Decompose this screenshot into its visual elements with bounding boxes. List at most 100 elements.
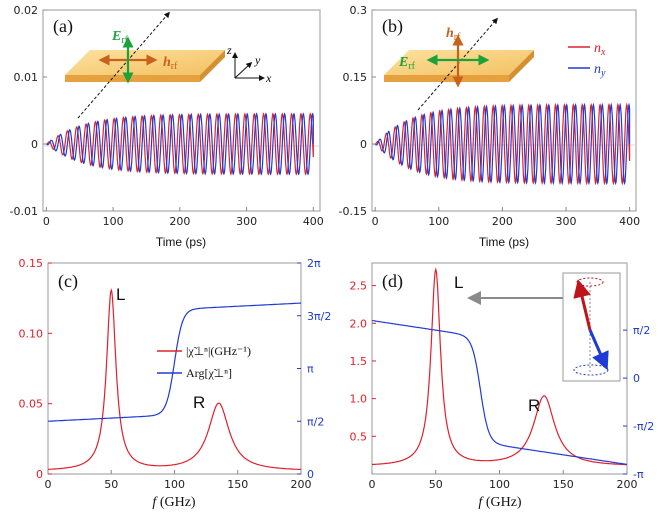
panel-c-label: (c) xyxy=(58,271,78,292)
y2-tick-label: 3π/2 xyxy=(307,310,331,323)
legend-ny-label: ny xyxy=(594,62,606,79)
y-tick-label: 0.5 xyxy=(350,430,368,443)
x-tick-label: 0 xyxy=(43,215,50,228)
panel-b-label: (b) xyxy=(382,16,403,37)
panel-b-legend: nx ny xyxy=(568,41,606,79)
series-arg xyxy=(48,302,301,422)
panel-a-plate-illustration: Erf hrf xyxy=(65,11,225,119)
plate-side xyxy=(384,75,509,82)
legend-abs-label: |χ̃⊥ⁿ|(GHz⁻¹) xyxy=(186,344,251,358)
panel-b: 0 100 200 300 400 -0.15 0 0.15 0.3 (b) hrf Erf n… xyxy=(339,4,641,249)
y2-tick-label: -π xyxy=(633,468,644,481)
peak-L-label: L xyxy=(116,285,125,304)
plate-top xyxy=(65,50,225,75)
x-tick-label: 0 xyxy=(45,478,52,491)
x-tick-label: 300 xyxy=(556,215,577,228)
precession-inset xyxy=(562,272,621,382)
e-field-label: Erf xyxy=(398,55,416,72)
x-tick-label: 200 xyxy=(617,478,638,491)
panel-a-frame xyxy=(42,9,321,212)
panel-d-label: (d) xyxy=(382,271,403,292)
x-tick-label: 0 xyxy=(369,478,376,491)
y-tick-label: 0 xyxy=(360,138,367,151)
x-tick-label: 100 xyxy=(428,215,449,228)
panel-d-ticks: 0 50 100 150 200 0.5 1.0 1.5 2.0 2.5 -π -π/2 0 π/2 xyxy=(350,280,655,491)
panel-c-xlabel: f (GHz) xyxy=(152,495,195,510)
legend-arg-label: Arg[χ̃⊥ⁿ] xyxy=(186,366,232,380)
panel-c-frame xyxy=(47,262,302,475)
plate-side xyxy=(65,75,200,82)
legend-nx-label: nx xyxy=(594,41,606,58)
series-abs xyxy=(47,288,302,471)
y-tick-label: 1.5 xyxy=(350,355,368,368)
panel-b-ticks: 0 100 200 300 400 -0.15 0 0.15 0.3 xyxy=(339,4,641,228)
y-tick-label: 0 xyxy=(36,468,43,481)
y-tick-label: 0.15 xyxy=(343,71,368,84)
series-n_y xyxy=(45,112,314,176)
panel-a-label: (a) xyxy=(53,16,73,37)
y2-tick-label: π/2 xyxy=(633,324,650,337)
panel-b-frame xyxy=(371,9,637,212)
y-tick-label: 1.0 xyxy=(350,393,368,406)
panel-d-xlabel: f (GHz) xyxy=(478,495,521,510)
y-tick-label: 0.10 xyxy=(19,327,44,340)
series-arg xyxy=(371,319,628,465)
peak-R-label: R xyxy=(528,396,540,415)
x-tick-label: 150 xyxy=(553,478,574,491)
inset-blue-arrow xyxy=(588,329,609,371)
axis-z-label: z xyxy=(226,43,232,57)
axis-y-label: y xyxy=(254,53,261,67)
series-n_y xyxy=(374,102,631,186)
series-n_x xyxy=(46,112,314,176)
y2-tick-label: -π/2 xyxy=(633,420,654,433)
panel-c-curves xyxy=(47,288,302,471)
series-abs xyxy=(372,267,628,466)
y-tick-label: 0.15 xyxy=(19,257,44,270)
panel-b-plate-illustration: hrf Erf xyxy=(384,17,534,111)
y-tick-label: 0.01 xyxy=(14,71,39,84)
y-tick-label: 0.05 xyxy=(19,398,44,411)
x-tick-label: 100 xyxy=(103,215,124,228)
y-tick-label: -0.01 xyxy=(10,205,38,218)
x-tick-label: 300 xyxy=(236,215,257,228)
h-field-label: hrf xyxy=(163,55,178,72)
axis-x-label: x xyxy=(265,71,272,85)
plate-edge xyxy=(509,50,534,82)
panel-a-xlabel: Time (ps) xyxy=(156,235,206,249)
y2-tick-label: 2π xyxy=(307,257,321,270)
y-tick-label: -0.15 xyxy=(339,205,367,218)
h-field-label: hrf xyxy=(446,26,461,43)
panel-b-xlabel: Time (ps) xyxy=(479,235,529,249)
inset-frame xyxy=(562,272,621,382)
x-tick-label: 100 xyxy=(489,478,510,491)
y-tick-label: 0.3 xyxy=(350,4,368,17)
y2-tick-label: π/2 xyxy=(307,415,324,428)
x-tick-label: 400 xyxy=(619,215,640,228)
e-field-label: Erf xyxy=(111,29,129,46)
x-tick-label: 200 xyxy=(291,478,312,491)
y2-tick-label: π xyxy=(307,363,314,376)
y-tick-label: 2.5 xyxy=(350,280,368,293)
peak-L-label: L xyxy=(454,273,463,292)
panel-d: 0 50 100 150 200 0.5 1.0 1.5 2.0 2.5 -π -π/2 0 π/2 (d… xyxy=(350,262,655,510)
plate-edge xyxy=(200,50,225,82)
x-tick-label: 150 xyxy=(227,478,248,491)
propagation-dashed-arrow xyxy=(77,11,170,119)
x-tick-label: 100 xyxy=(164,478,185,491)
y-tick-label: 0 xyxy=(31,138,38,151)
panel-c-legend: |χ̃⊥ⁿ|(GHz⁻¹) Arg[χ̃⊥ⁿ] xyxy=(157,344,251,380)
panel-d-curves xyxy=(371,267,628,466)
y-tick-label: 0.02 xyxy=(14,4,39,17)
y2-tick-label: 0 xyxy=(307,468,314,481)
panel-b-curves xyxy=(374,102,631,186)
x-tick-label: 200 xyxy=(492,215,513,228)
x-tick-label: 50 xyxy=(104,478,118,491)
peak-R-label: R xyxy=(193,393,205,412)
x-tick-label: 200 xyxy=(169,215,190,228)
inset-red-arrow xyxy=(573,279,592,331)
x-tick-label: 50 xyxy=(429,478,443,491)
